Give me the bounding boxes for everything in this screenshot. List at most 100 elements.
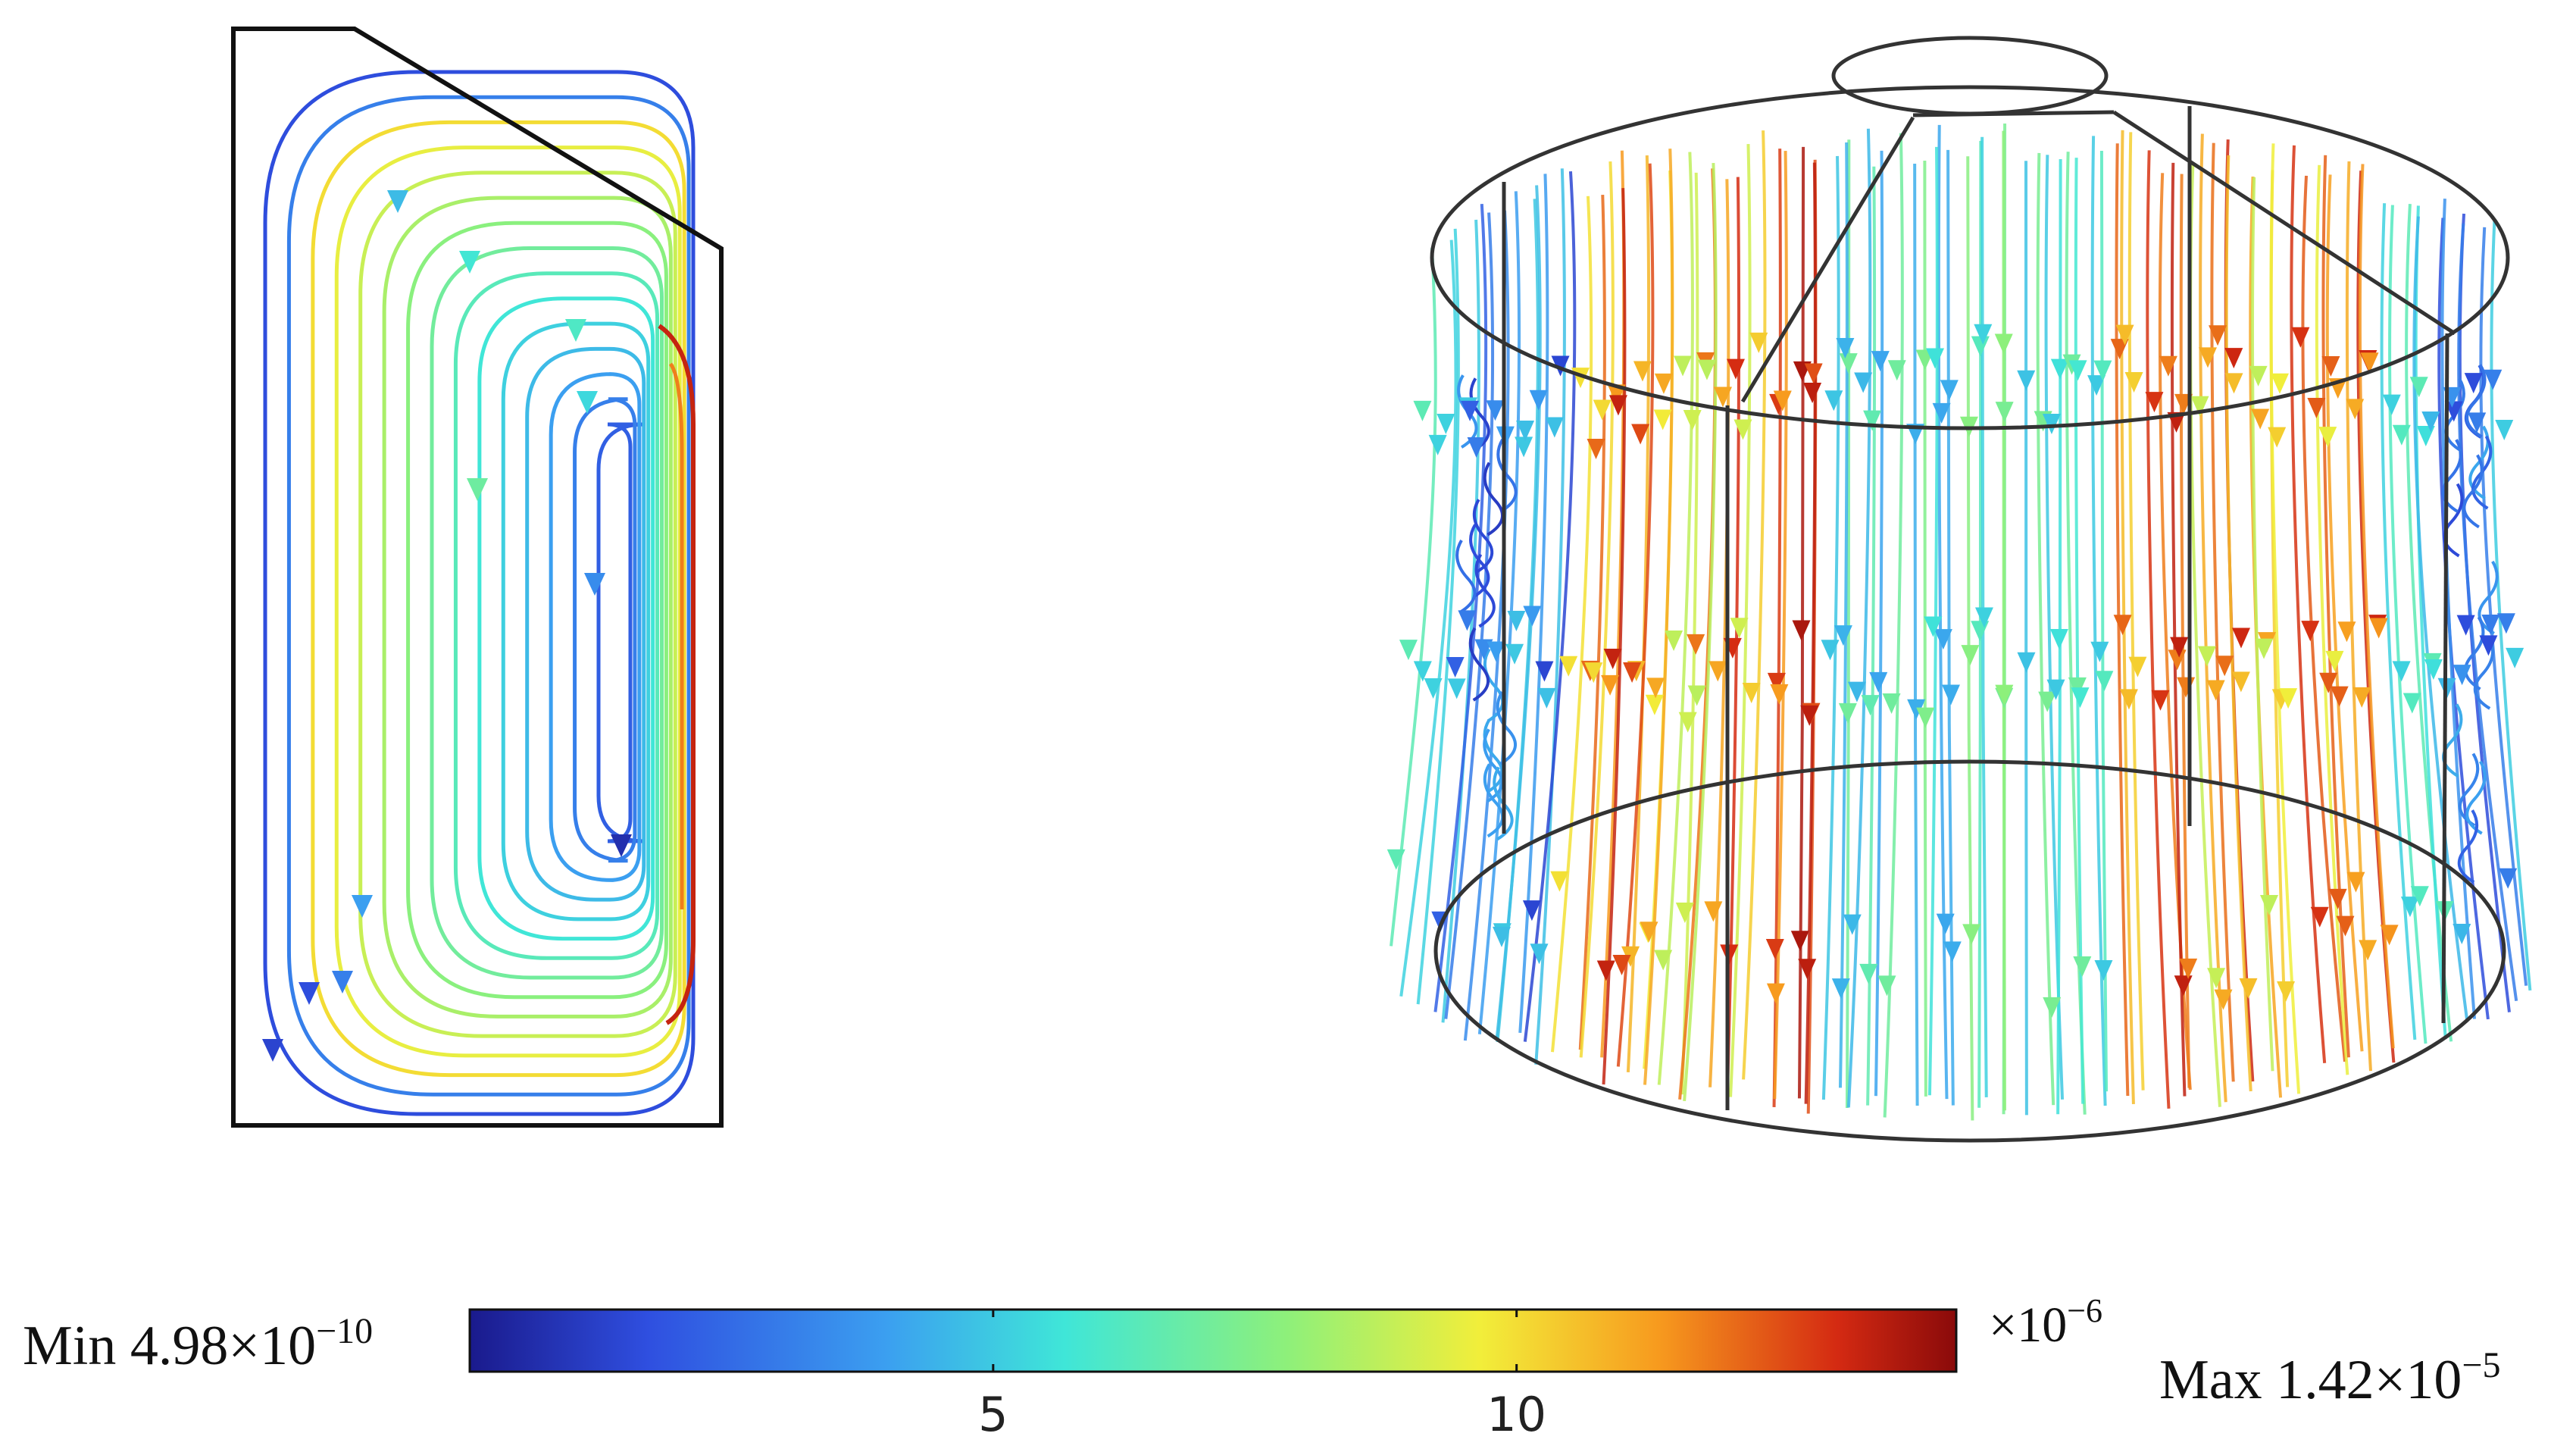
direction-arrow <box>1621 946 1640 967</box>
direction-arrow <box>1665 631 1683 652</box>
direction-arrow <box>2321 355 2340 377</box>
direction-arrow <box>2506 647 2524 668</box>
direction-arrow <box>2090 641 2109 662</box>
direction-arrow <box>2495 419 2514 440</box>
streamline-3d <box>1523 171 1577 1042</box>
direction-arrow <box>2307 398 2326 419</box>
direction-arrow <box>1530 943 1549 965</box>
fringe-streamline <box>2465 364 2487 439</box>
roof-left <box>1740 116 1915 403</box>
direction-arrow <box>1877 975 1896 997</box>
streamline-3d <box>2210 142 2235 1082</box>
edge-right <box>2441 333 2449 1024</box>
direction-arrow <box>1654 373 1673 394</box>
colorbar-gradient <box>468 1308 1958 1373</box>
streamline-3d <box>1551 196 1593 1053</box>
direction-arrow <box>1675 903 1694 924</box>
streamline-3d <box>1845 139 1851 1109</box>
direction-arrow <box>1708 661 1727 682</box>
direction-arrow <box>1961 645 1980 666</box>
streamline-3d <box>1441 219 1480 1023</box>
direction-arrow <box>1934 629 1952 650</box>
direction-arrow <box>2197 646 2216 667</box>
direction-arrow <box>1798 959 1817 980</box>
direction-arrow <box>1596 960 1615 981</box>
top-opening-ellipse <box>1831 36 2109 116</box>
streamline-3d <box>2388 205 2428 1044</box>
streamline-3d <box>2325 174 2364 1052</box>
direction-arrow <box>2038 691 2057 712</box>
direction-arrow <box>1522 900 1541 922</box>
direction-arrow <box>1436 414 1455 435</box>
direction-arrow <box>1505 643 1524 665</box>
direction-arrow <box>1428 434 1447 455</box>
direction-arrow <box>1523 606 1542 627</box>
direction-arrow <box>2206 680 2225 701</box>
streamline-loop <box>382 196 673 1019</box>
direction-arrow <box>387 190 408 213</box>
streamline-3d <box>1680 172 1699 1095</box>
direction-arrow <box>1447 678 1466 699</box>
direction-arrow <box>1413 661 1432 682</box>
direction-arrow <box>1847 681 1866 703</box>
direction-arrow <box>1587 438 1605 459</box>
streamline-3d <box>2024 161 2028 1116</box>
direction-arrow <box>1936 913 1955 934</box>
direction-arrow <box>2325 650 2344 671</box>
direction-arrow <box>1742 682 1761 703</box>
direction-arrow <box>2291 327 2310 348</box>
streamline-3d <box>2199 133 2227 1103</box>
streamline-3d <box>1923 161 1927 1097</box>
direction-arrow <box>2115 324 2134 346</box>
left-direction-arrows <box>262 190 632 1062</box>
fringe-streamline <box>2443 483 2464 558</box>
direction-arrow <box>1493 926 1512 947</box>
direction-arrow <box>2049 629 2068 650</box>
direction-arrow <box>1834 625 1852 646</box>
fringe-streamline <box>1496 438 1518 513</box>
streamline-3d <box>1797 146 1805 1099</box>
streamline-3d <box>2315 164 2349 1075</box>
direction-arrow <box>1882 693 1901 714</box>
streamline-3d <box>2457 223 2518 1001</box>
direction-arrow <box>1640 922 1658 943</box>
streamline-loop <box>430 246 664 980</box>
direction-arrow <box>2239 978 2258 999</box>
direction-arrow <box>1995 684 2014 706</box>
direction-arrow <box>1932 402 1951 424</box>
streamline-3d <box>1399 239 1458 997</box>
fringe-streamline <box>1483 728 1504 803</box>
streamline-3d <box>1626 155 1651 1072</box>
direction-arrow <box>2421 412 2440 433</box>
colorbar-max-label: Max 1.42×10−5 <box>2159 1345 2500 1411</box>
direction-arrow <box>1633 361 1652 382</box>
streamline-3d <box>1821 155 1840 1100</box>
direction-arrow <box>2360 352 2379 374</box>
streamline-loop <box>477 296 655 941</box>
direction-arrow <box>2318 427 2337 448</box>
direction-arrow <box>1861 695 1880 716</box>
streamline-3d <box>1616 163 1655 1067</box>
direction-arrow <box>1516 420 1535 441</box>
streamline-3d <box>1773 151 1788 1100</box>
direction-arrow <box>1584 662 1603 684</box>
streamline-3d <box>1534 168 1566 1065</box>
direction-arrow <box>2416 425 2435 446</box>
direction-arrow <box>2359 940 2377 961</box>
direction-arrow <box>611 834 632 857</box>
streamline-3d <box>2479 227 2528 986</box>
direction-arrow <box>1863 410 1882 431</box>
streamline-3d <box>1937 124 1949 1100</box>
streamline-3d <box>1838 142 1849 1088</box>
direction-arrow <box>1545 417 1564 438</box>
direction-arrow <box>2260 895 2279 916</box>
colorbar-tick-label: 10 <box>1487 1387 1546 1442</box>
streamline-loop <box>501 321 651 922</box>
direction-arrow <box>1766 983 1785 1004</box>
streamline-3d <box>1390 248 1437 947</box>
direction-arrow <box>2251 408 2270 430</box>
direction-arrow <box>2094 959 2113 981</box>
fringe-streamline <box>1472 499 1494 573</box>
direction-arrow <box>1487 641 1505 662</box>
direction-arrow <box>1413 400 1432 421</box>
